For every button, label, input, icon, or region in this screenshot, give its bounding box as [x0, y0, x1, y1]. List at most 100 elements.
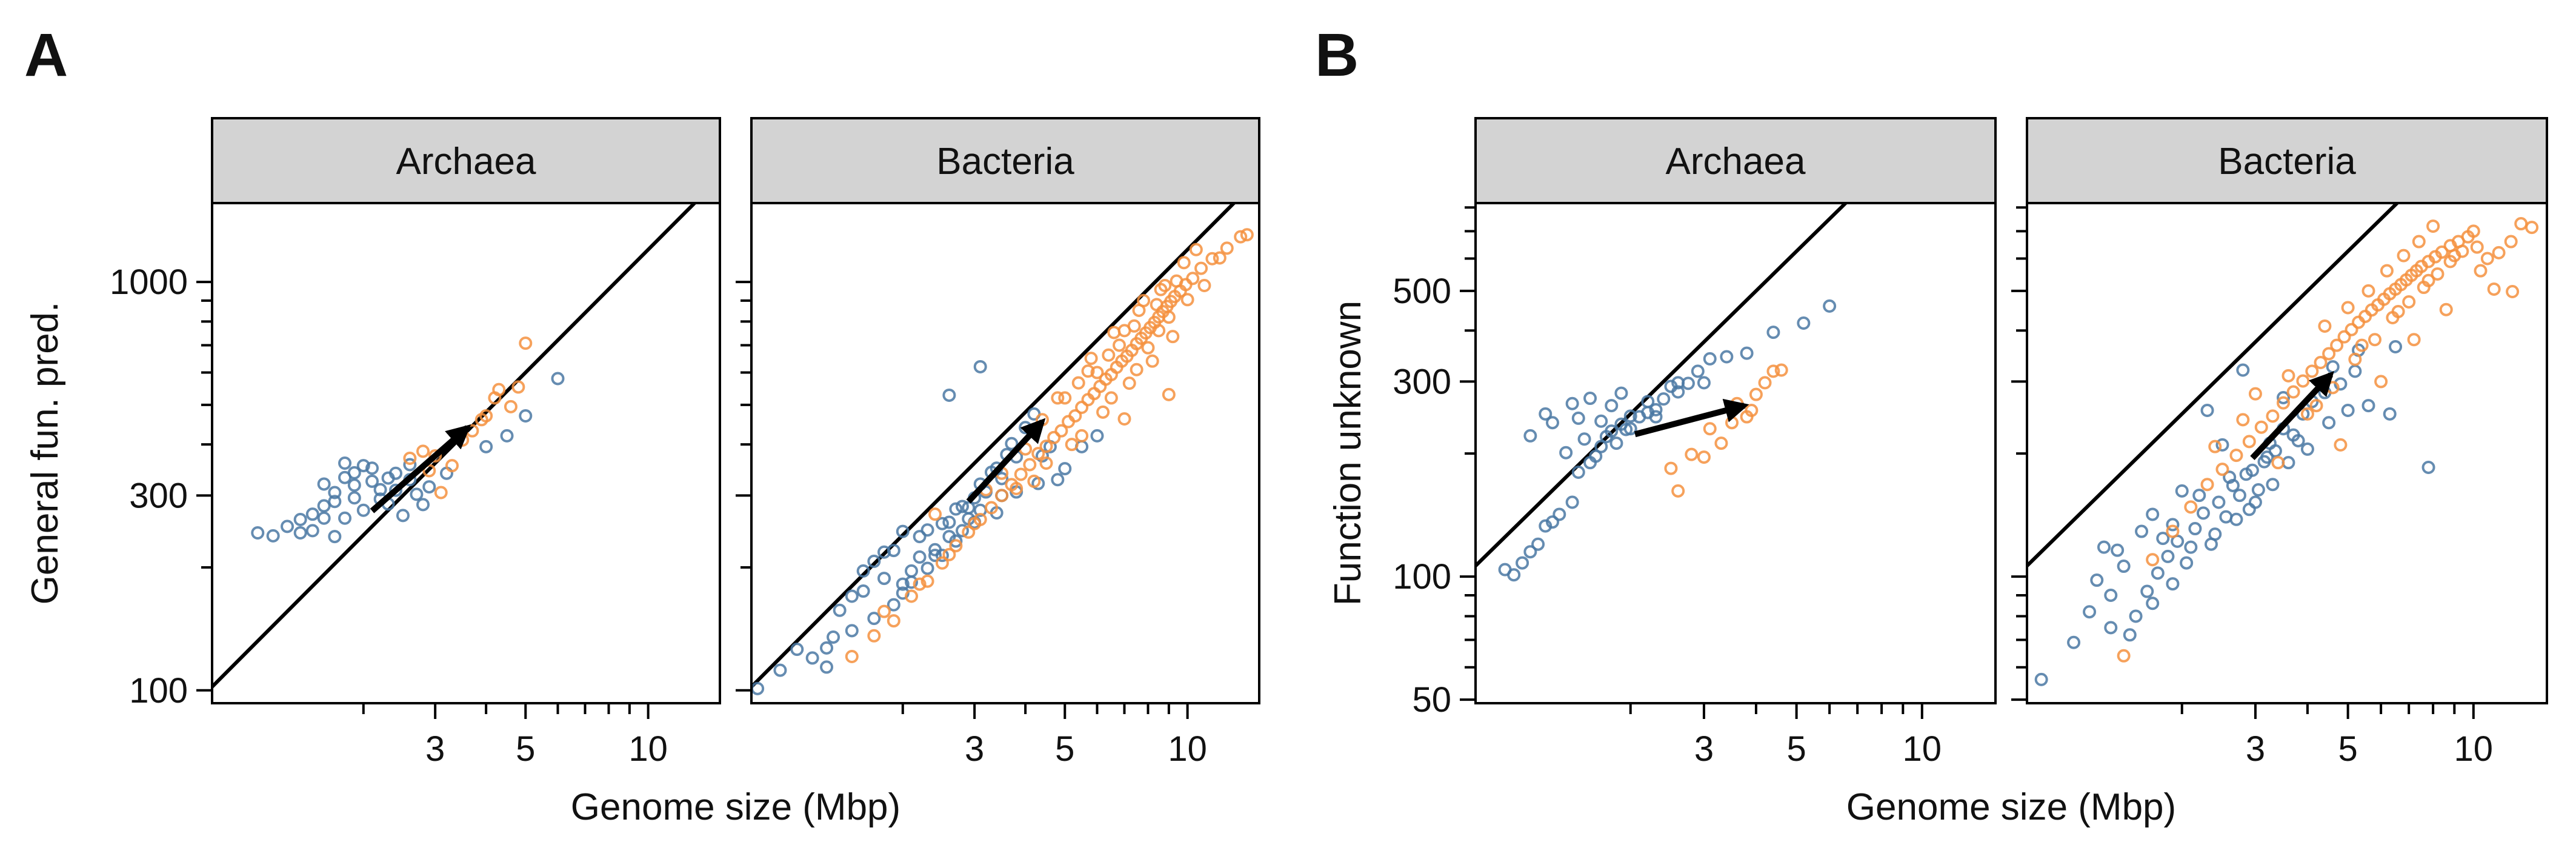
point-blue [956, 524, 970, 538]
point-blue [293, 512, 307, 526]
point-blue [920, 523, 934, 537]
plot-data [212, 203, 697, 690]
point-blue [416, 498, 430, 512]
point-orange [2281, 369, 2295, 383]
point-orange [2470, 240, 2484, 254]
point-blue [2229, 512, 2243, 526]
point-blue [347, 491, 361, 505]
point-orange [2166, 524, 2180, 538]
point-orange [2368, 333, 2381, 347]
point-blue [877, 572, 891, 586]
point-blue [887, 598, 900, 612]
point-orange [968, 516, 982, 530]
point-blue [867, 554, 881, 568]
point-orange [2248, 387, 2262, 401]
point-blue [887, 544, 900, 558]
point-orange [2341, 301, 2355, 315]
point-blue [1797, 316, 1811, 330]
y-axis-title-a: General fun. pred. [24, 302, 66, 605]
point-blue [500, 429, 514, 443]
point-orange [492, 383, 506, 396]
point-orange [2355, 338, 2369, 352]
point-blue [1594, 440, 1608, 453]
point-blue [1605, 399, 1619, 413]
point-blue [1594, 414, 1608, 428]
point-blue [1005, 436, 1019, 450]
point-orange [1697, 450, 1711, 464]
point-blue [1823, 299, 1837, 313]
point-blue [1523, 429, 1537, 443]
point-orange [1170, 274, 1183, 288]
point-orange [1166, 330, 1180, 344]
facet-a-bacteria: Bacteria 3 5 10 [736, 117, 1260, 769]
point-blue [1681, 376, 1695, 390]
point-orange [2300, 407, 2314, 421]
point-orange [1081, 364, 1095, 378]
point-blue [2260, 450, 2274, 464]
point-blue [1609, 436, 1623, 450]
point-blue [317, 477, 331, 491]
point-blue [410, 487, 424, 501]
point-blue [2180, 556, 2194, 570]
facet-strip [750, 117, 1260, 204]
point-orange [1240, 228, 1254, 242]
point-orange [2504, 235, 2518, 249]
point-blue [2300, 442, 2314, 456]
point-blue [1571, 466, 1585, 480]
point-blue [2242, 503, 2256, 516]
point-orange [2345, 323, 2358, 336]
point-blue [856, 584, 870, 598]
point-orange [845, 649, 859, 663]
point-blue [1697, 376, 1711, 390]
y-tick-label: 100 [1393, 557, 1451, 597]
point-orange [935, 556, 949, 570]
point-blue [1577, 432, 1591, 446]
point-blue [2083, 605, 2097, 619]
point-blue [1589, 449, 1603, 463]
point-blue [2232, 489, 2246, 503]
point-blue [913, 530, 927, 544]
point-blue [790, 643, 804, 657]
point-blue [1614, 386, 1628, 400]
point-orange [2271, 456, 2285, 470]
point-orange [511, 380, 525, 394]
point-orange [2236, 413, 2250, 427]
point-blue [2248, 495, 2262, 509]
point-orange [1220, 241, 1234, 255]
point-orange [2277, 396, 2291, 410]
panel-letter-b: B [1315, 21, 1359, 89]
point-blue [356, 503, 370, 517]
point-orange [1213, 251, 1226, 265]
point-blue [856, 564, 870, 578]
point-blue [2389, 340, 2403, 354]
point-blue [2236, 363, 2250, 377]
point-orange [2266, 409, 2280, 423]
point-blue [805, 651, 819, 665]
point-blue [2421, 460, 2435, 474]
point-blue [1090, 429, 1104, 443]
point-blue [827, 630, 840, 644]
point-orange [2314, 355, 2328, 369]
point-orange [2322, 347, 2336, 361]
point-orange [2117, 649, 2131, 663]
point-blue [2034, 672, 2048, 686]
point-orange [2421, 273, 2435, 287]
point-blue [845, 589, 859, 603]
point-blue [305, 524, 319, 538]
x-tick-label: 5 [2338, 729, 2357, 769]
y-tick-label: 100 [129, 671, 188, 710]
point-blue [1671, 385, 1685, 399]
point-orange [2435, 245, 2449, 259]
point-orange [1071, 376, 1085, 390]
facet-b-bacteria: Bacteria 3 5 10 [2011, 117, 2548, 769]
point-orange [1113, 338, 1127, 352]
point-blue [347, 478, 361, 492]
point-blue [896, 524, 910, 538]
point-orange [1749, 387, 1763, 401]
point-blue [773, 663, 787, 677]
x-tick-label: 10 [2454, 729, 2494, 769]
point-blue [942, 388, 956, 402]
point-orange [2208, 440, 2222, 453]
point-blue [2117, 560, 2131, 573]
